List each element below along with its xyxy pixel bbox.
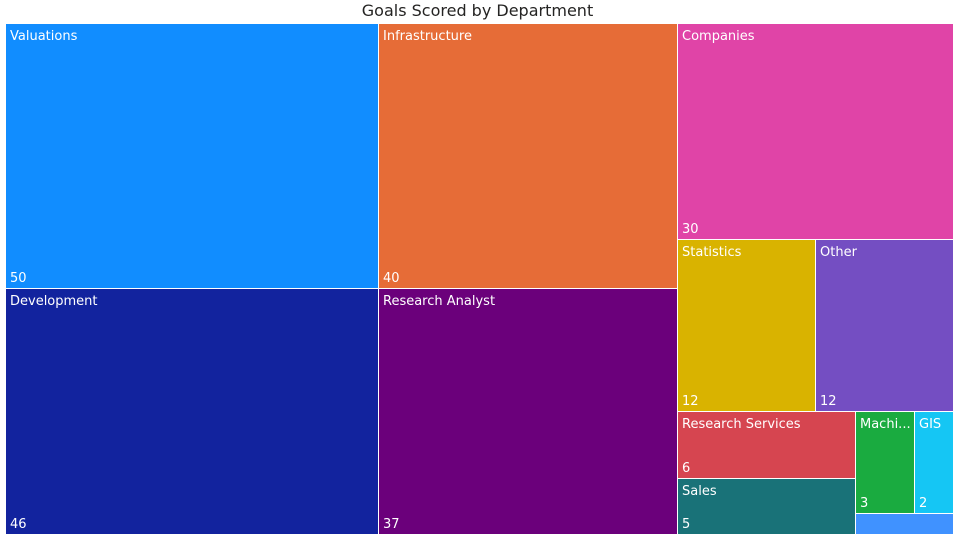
- tile-value: 3: [860, 496, 869, 511]
- treemap-tile[interactable]: Companies 30: [678, 24, 953, 239]
- treemap-tile[interactable]: Development 46: [6, 289, 378, 534]
- tile-value: 37: [383, 517, 400, 532]
- tile-value: 2: [919, 496, 928, 511]
- tile-value: 46: [10, 517, 27, 532]
- chart-title: Goals Scored by Department: [361, 1, 594, 20]
- tile-value: 5: [682, 517, 691, 532]
- tile-value: 40: [383, 271, 400, 286]
- tile-value: 30: [682, 222, 699, 237]
- tile-value: 12: [820, 394, 837, 409]
- tile-value: 12: [682, 394, 699, 409]
- treemap-tile[interactable]: Research Analyst 37: [379, 289, 677, 534]
- tile-label: Machi...: [860, 417, 911, 432]
- treemap-tile[interactable]: [856, 514, 953, 534]
- treemap-tile[interactable]: Infrastructure 40: [379, 24, 677, 288]
- tile-label: Research Analyst: [383, 294, 496, 309]
- treemap-tile[interactable]: Statistics 12: [678, 240, 815, 411]
- tile-label: Other: [820, 245, 857, 260]
- treemap-tile[interactable]: Research Services 6: [678, 412, 855, 478]
- tile-label: Infrastructure: [383, 29, 472, 44]
- treemap-tile[interactable]: Other 12: [816, 240, 953, 411]
- tile-label: Sales: [682, 484, 717, 499]
- treemap-tile[interactable]: Sales 5: [678, 479, 855, 534]
- treemap-tile[interactable]: Valuations 50: [6, 24, 378, 288]
- tile-value: 50: [10, 271, 27, 286]
- tile-label: GIS: [919, 417, 942, 432]
- tile-label: Valuations: [10, 29, 78, 44]
- tile-label: Companies: [682, 29, 755, 44]
- treemap-tile[interactable]: GIS 2: [915, 412, 953, 513]
- tile-value: 6: [682, 461, 691, 476]
- tile-label: Research Services: [682, 417, 801, 432]
- treemap-tile[interactable]: Machi... 3: [856, 412, 914, 513]
- tile-label: Statistics: [682, 245, 742, 260]
- tile-label: Development: [10, 294, 98, 309]
